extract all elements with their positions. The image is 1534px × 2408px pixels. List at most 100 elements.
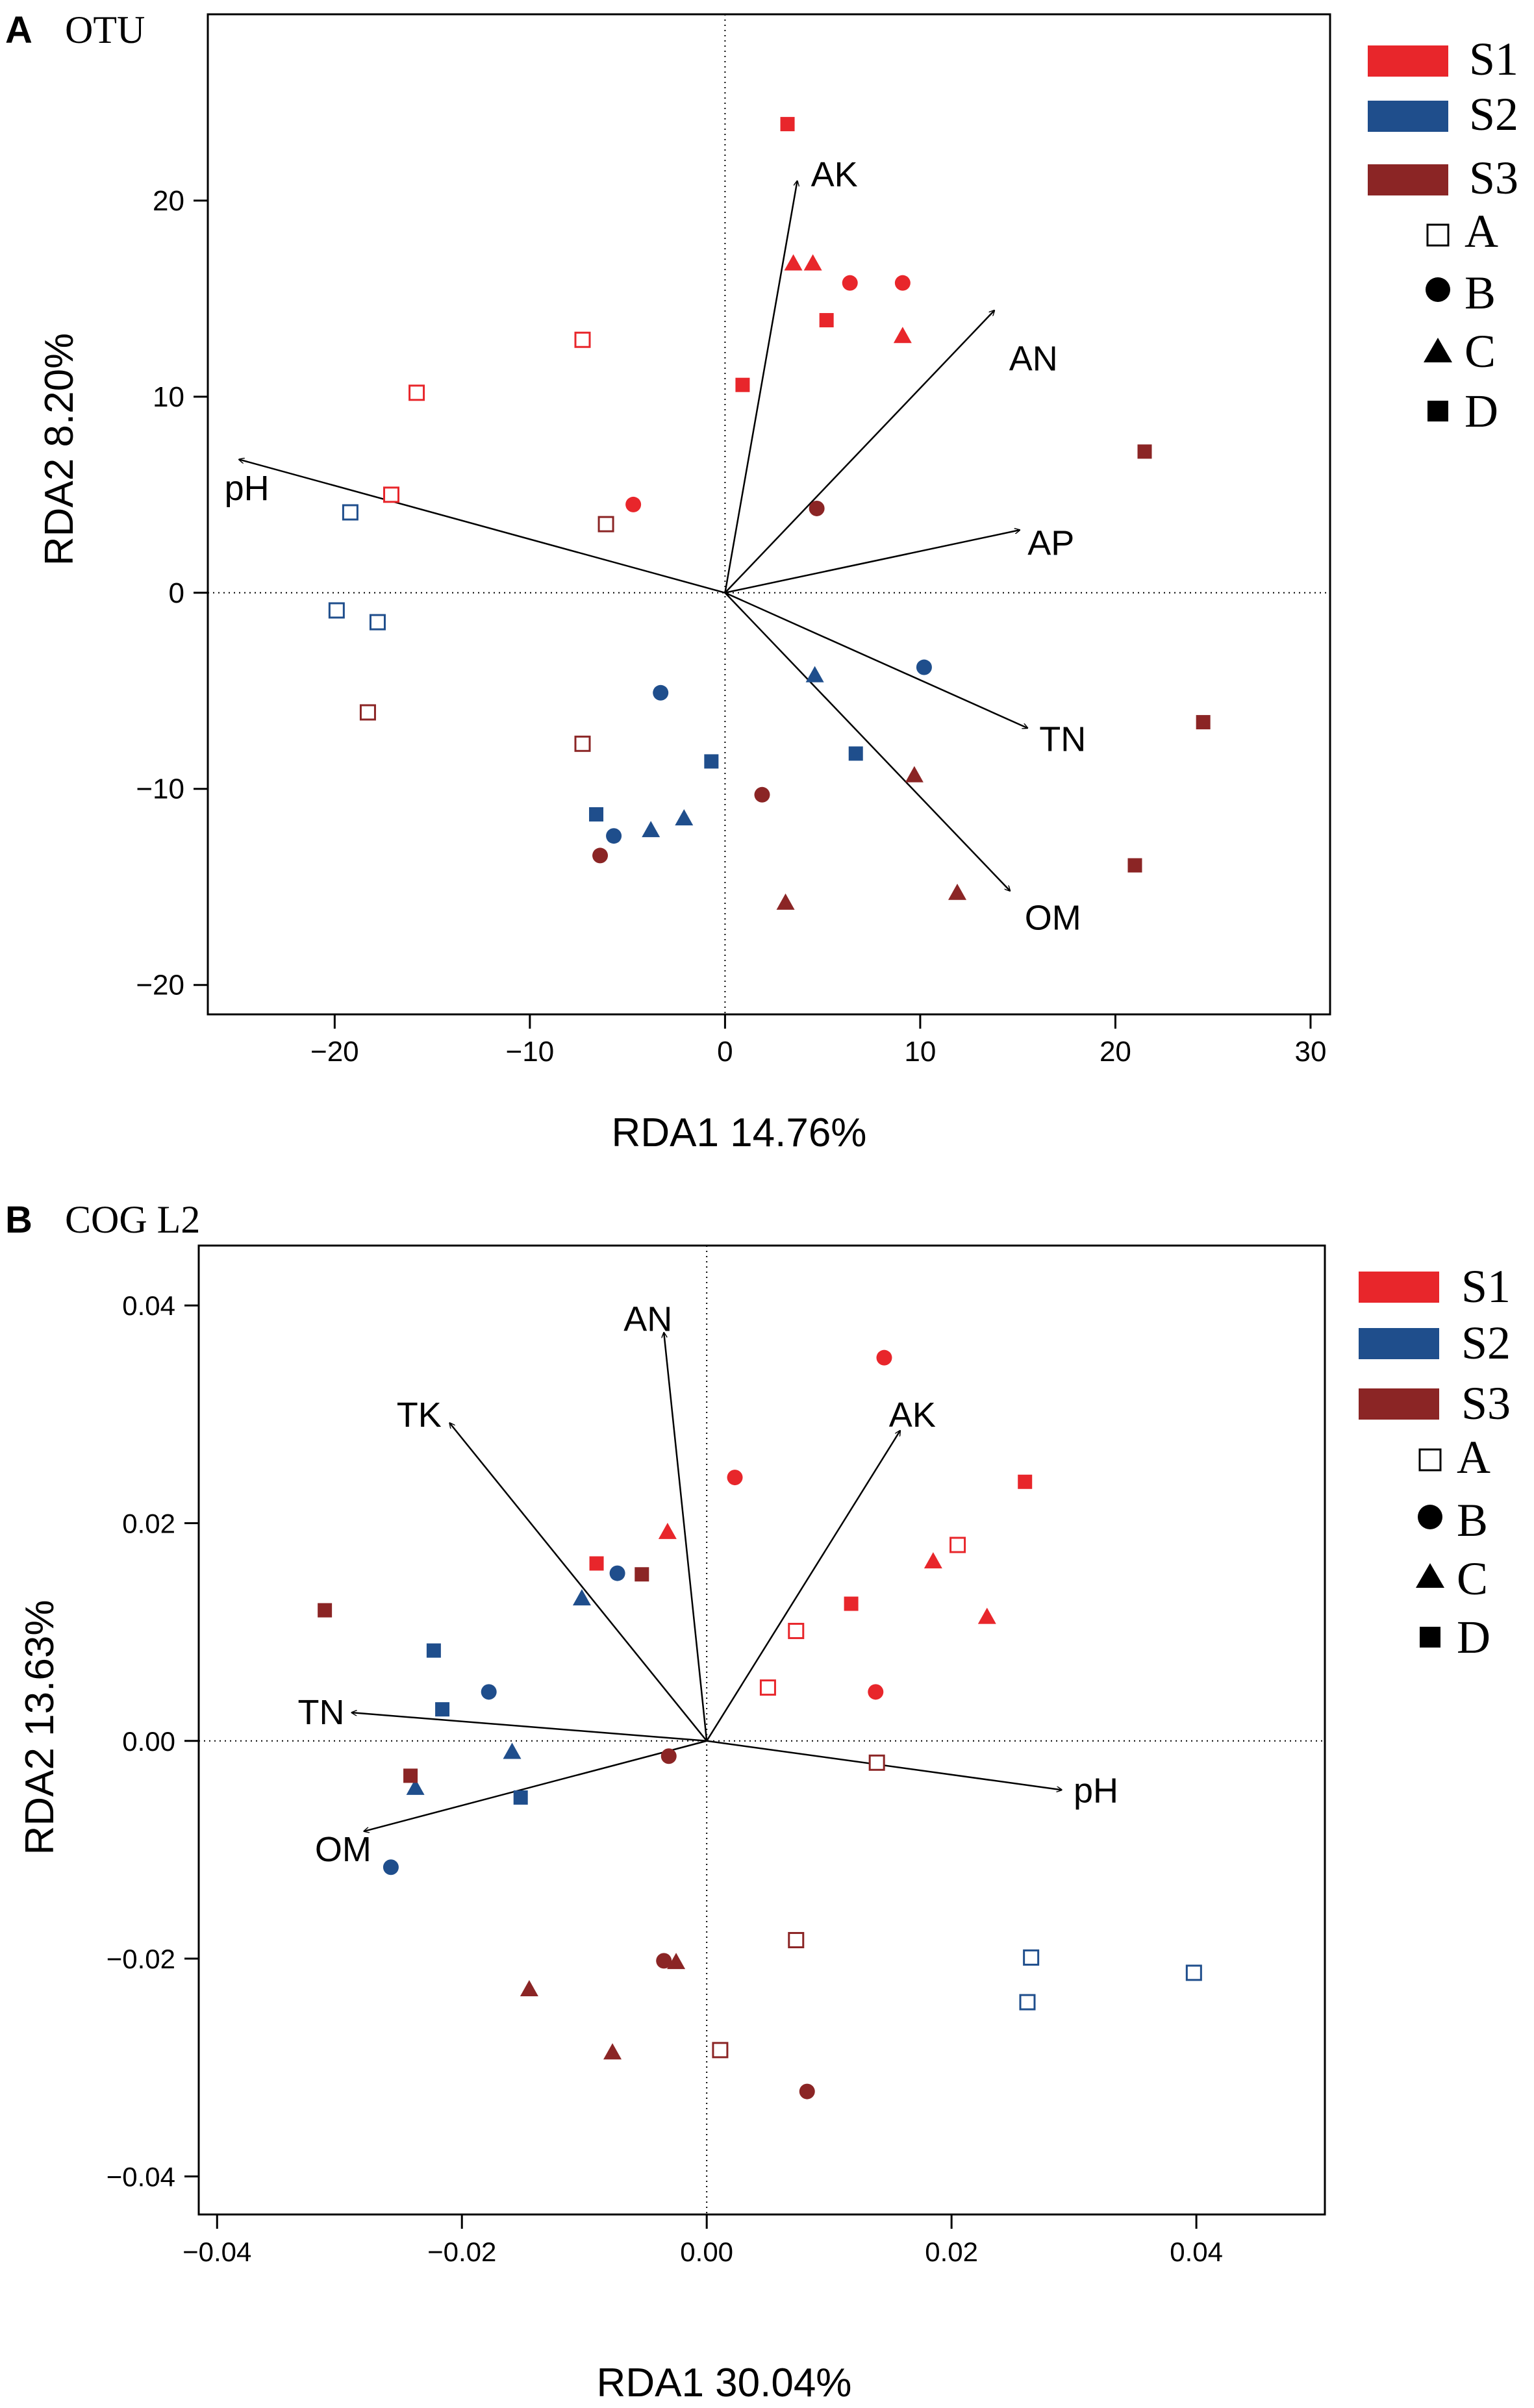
point-s1-b (894, 275, 911, 291)
point-s3-d (318, 1603, 333, 1618)
point-s3-a (788, 1932, 805, 1949)
point-s1-b (876, 1349, 892, 1366)
arrow-an (664, 1333, 708, 1741)
point-s3-c (776, 893, 795, 910)
x-tick-label: 0.02 (925, 2237, 978, 2267)
point-s1-a (574, 331, 591, 348)
arrow-label-ak: AK (811, 155, 858, 194)
y-tick-label: −0.04 (107, 2161, 175, 2192)
point-s1-a (759, 1679, 776, 1696)
arrow-label-om: OM (1025, 898, 1081, 937)
legend-b-treat-b-label: B (1457, 1494, 1488, 1546)
point-s2-b (481, 1684, 497, 1700)
point-s2-c (642, 821, 660, 838)
legend-b-s1-label: S1 (1461, 1260, 1511, 1312)
point-s2-a (1185, 1964, 1202, 1981)
legend-b-triangle-icon (1416, 1563, 1444, 1588)
legend-a-treat-b-label: B (1465, 267, 1496, 319)
point-s1-d (844, 1596, 859, 1611)
legend-a-s3-swatch (1368, 164, 1448, 195)
x-tick-label: 0 (717, 1036, 733, 1068)
x-tick-label: 20 (1100, 1036, 1131, 1068)
point-s1-c (803, 254, 822, 271)
point-s3-d (403, 1768, 418, 1783)
x-tick-label: 0.00 (680, 2237, 733, 2267)
legend-b-treat-a-label: A (1457, 1431, 1490, 1483)
point-s3-a (712, 2042, 729, 2059)
legend-a-s2-label: S2 (1469, 88, 1518, 140)
x-tick-label: −0.02 (427, 2237, 496, 2267)
point-s3-c (948, 883, 967, 900)
point-s1-a (383, 486, 399, 503)
arrow-label-tn: TN (1039, 720, 1086, 759)
legend-a-treat-c-label: C (1465, 325, 1496, 377)
point-s3-a (359, 704, 376, 721)
point-s2-b (916, 659, 932, 675)
point-s2-b (383, 1859, 399, 1875)
point-s3-b (656, 1953, 672, 1969)
point-s3-b (799, 2083, 815, 2100)
point-s2-d (589, 807, 604, 821)
point-s2-c (503, 1742, 522, 1759)
point-s3-d (1196, 715, 1211, 730)
point-s2-a (342, 504, 358, 521)
point-s1-c (893, 327, 912, 344)
point-s2-b (606, 828, 622, 844)
point-s3-d (1137, 444, 1152, 459)
point-s1-d (780, 117, 795, 132)
point-s3-c (603, 2043, 622, 2060)
point-s3-c (905, 766, 924, 783)
legend-a-open-square-icon (1426, 223, 1450, 247)
point-s2-c (675, 809, 694, 826)
legend-a-s1-swatch (1368, 45, 1448, 77)
panel-a-legend: S1 S2 S3 A B C D (1368, 33, 1518, 437)
point-s1-d (735, 377, 750, 392)
point-s2-b (609, 1565, 625, 1581)
legend-a-circle-icon (1426, 277, 1450, 302)
panel-a-title: OTU (65, 8, 145, 51)
point-s1-a (949, 1536, 966, 1553)
x-tick-label: −10 (506, 1036, 555, 1068)
point-s2-d (435, 1702, 450, 1717)
arrow-tn (352, 1712, 707, 1742)
panel-a-letter: A (5, 9, 32, 51)
legend-b-filled-square-icon (1420, 1627, 1440, 1648)
panel-b-y-axis-label: RDA2 13.63% (18, 1600, 62, 1855)
point-s3-d (1127, 858, 1142, 873)
panel-b-plot-frame (197, 1244, 1326, 2216)
point-s1-b (842, 275, 858, 291)
point-s1-b (868, 1684, 884, 1700)
legend-b-treat-c-label: C (1457, 1553, 1488, 1605)
arrow-an (724, 310, 994, 594)
panel-b-plot-area: −0.04 −0.02 0.00 0.02 0.04 −0.04 −0.02 0.00 0.02… (107, 1246, 1325, 2267)
arrow-label-ap: AP (1027, 524, 1074, 563)
panel-a: A OTU −20 −10 0 10 20 30 −20 −10 0 10 20 AK AN AP TN OM… (5, 8, 1518, 1155)
x-tick-label: 10 (904, 1036, 936, 1068)
x-tick-label: 30 (1294, 1036, 1326, 1068)
point-s3-b (809, 500, 825, 516)
arrow-ak (724, 181, 797, 594)
arrow-om (364, 1740, 707, 1831)
arrow-label-ph: pH (225, 469, 270, 508)
panel-a-plot-frame (207, 13, 1331, 1016)
legend-b-treat-d-label: D (1457, 1611, 1490, 1663)
arrow-ap (725, 530, 1020, 594)
point-s2-b (653, 684, 669, 701)
arrow-ph (239, 459, 725, 594)
panel-b-title: COG L2 (65, 1198, 200, 1241)
point-s1-c (977, 1607, 996, 1624)
panel-b-legend: S1 S2 S3 A B C D (1359, 1260, 1511, 1663)
legend-b-s1-swatch (1359, 1272, 1439, 1303)
point-s3-c (667, 1953, 686, 1970)
point-s2-c (805, 666, 824, 683)
arrow-label-om: OM (315, 1830, 371, 1869)
point-s2-a (1019, 1994, 1036, 2011)
point-s2-c (406, 1778, 425, 1795)
legend-b-s2-swatch (1359, 1328, 1439, 1359)
legend-a-filled-square-icon (1427, 401, 1448, 421)
legend-b-s2-label: S2 (1461, 1317, 1511, 1369)
arrow-om (724, 592, 1010, 891)
point-s2-d (426, 1643, 441, 1658)
point-s3-a (597, 516, 614, 533)
